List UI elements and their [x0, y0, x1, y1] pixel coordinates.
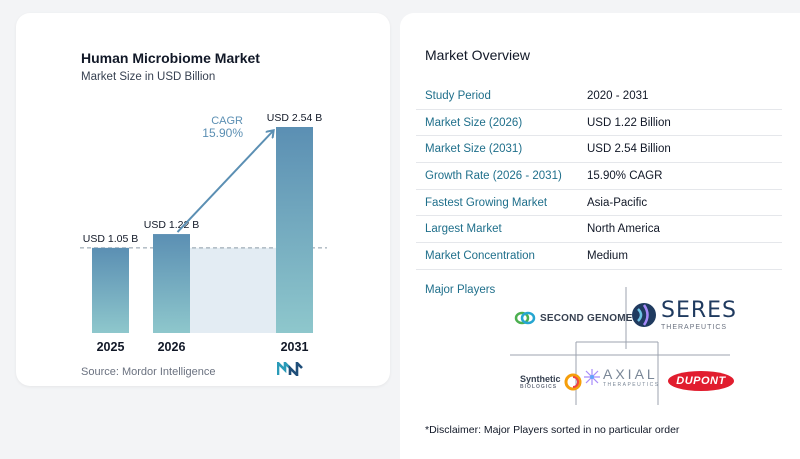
x-tick-label: 2025 [97, 340, 125, 354]
axial-icon [584, 369, 600, 385]
cagr-arrow [176, 131, 274, 233]
bar-2026 [153, 234, 190, 333]
overview-row-label: Growth Rate (2026 - 2031) [425, 169, 562, 182]
bar-2031 [276, 127, 313, 333]
overview-row-label: Market Concentration [425, 249, 535, 262]
seres-logo: SERES THERAPEUTICS [631, 298, 737, 331]
overview-row: Growth Rate (2026 - 2031) 15.90% CAGR [416, 163, 782, 190]
axial-text: AXIAL [603, 366, 658, 382]
overview-row: Largest Market North America [416, 216, 782, 244]
synthetic-subtext: BIOLOGICS [520, 384, 558, 390]
second-genome-logo: SECOND GENOME [514, 310, 633, 326]
overview-row: Study Period 2020 - 2031 [416, 83, 782, 110]
growth-area [190, 247, 276, 333]
chart-title: Human Microbiome Market [81, 50, 260, 66]
overview-row-value: Medium [587, 249, 628, 262]
overview-row: Fastest Growing Market Asia-Pacific [416, 190, 782, 217]
chart-subtitle: Market Size in USD Billion [81, 71, 216, 83]
synthetic-biologics-logo: Synthetic BIOLOGICS [520, 373, 582, 391]
overview-row-label: Market Size (2031) [425, 143, 523, 156]
overview-row-label: Largest Market [425, 223, 502, 236]
cagr-label: CAGR [211, 115, 243, 127]
overview-title: Market Overview [425, 47, 531, 63]
dupont-logo: DUPONT [667, 370, 735, 392]
seres-text: SERES [661, 298, 738, 323]
seres-subtext: THERAPEUTICS [661, 324, 728, 331]
disclaimer: *Disclaimer: Major Players sorted in no … [425, 424, 680, 436]
overview-row-value: USD 1.22 Billion [587, 116, 671, 129]
synthetic-text: Synthetic [520, 374, 561, 384]
overview-row: Market Concentration Medium [416, 243, 782, 270]
overview-row-label: Fastest Growing Market [425, 196, 548, 209]
players-grid [510, 287, 730, 405]
bar-2025 [92, 247, 129, 333]
bar-chart: USD 1.05 B 2025 USD 1.22 B 2026 USD 2.54 B 20… [80, 112, 327, 354]
axial-subtext: THERAPEUTICS [603, 382, 660, 388]
axial-therapeutics-logo: AXIAL THERAPEUTICS [583, 366, 660, 388]
overview-row-value: USD 2.54 Billion [587, 143, 671, 156]
data-label: USD 2.54 B [267, 112, 322, 124]
source-text: Source: Mordor Intelligence [81, 366, 216, 378]
x-tick-label: 2031 [281, 340, 309, 354]
data-label: USD 1.05 B [83, 233, 138, 245]
overview-row: Market Size (2026) USD 1.22 Billion [416, 110, 782, 137]
major-players-title: Major Players [425, 284, 496, 296]
overview-row-label: Market Size (2026) [425, 116, 523, 129]
overview-row-value: Asia-Pacific [587, 196, 648, 209]
overview-row-value: 2020 - 2031 [587, 89, 649, 102]
overview-row-label: Study Period [425, 89, 491, 102]
overview-card [400, 13, 800, 459]
data-label: USD 1.22 B [144, 219, 199, 231]
cagr-value: 15.90% [202, 126, 243, 140]
synthetic-icon [564, 373, 582, 391]
overview-table: Study Period 2020 - 2031 Market Size (2026… [416, 83, 782, 270]
second-genome-text: SECOND GENOME [540, 312, 633, 324]
second-genome-icon [514, 311, 536, 325]
overview-row-value: 15.90% CAGR [587, 169, 663, 182]
dupont-oval-icon [668, 371, 734, 391]
seres-icon [632, 302, 656, 327]
dupont-text: DUPONT [676, 375, 726, 387]
x-tick-label: 2026 [158, 340, 186, 354]
mordor-logo-icon [277, 362, 303, 376]
overview-row-value: North America [587, 223, 660, 236]
overview-row: Market Size (2031) USD 2.54 Billion [416, 136, 782, 164]
